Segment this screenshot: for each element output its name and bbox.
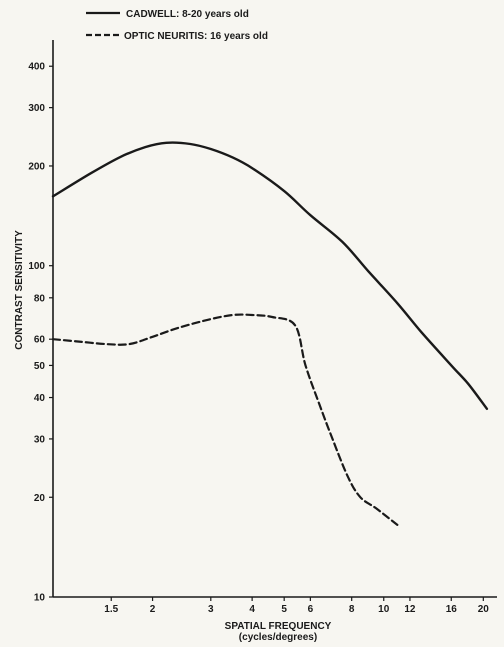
y-axis-title: CONTRAST SENSITIVITY (14, 230, 25, 350)
y-tick-label: 10 (34, 593, 46, 604)
legend-label-optic-neuritis: OPTIC NEURITIS: 16 years old (124, 31, 268, 42)
x-tick-label: 20 (478, 604, 490, 615)
x-tick-label: 1.5 (104, 604, 118, 615)
x-tick-label: 8 (349, 604, 355, 615)
legend-label-cadwell: CADWELL: 8-20 years old (126, 9, 249, 20)
x-tick-label: 4 (249, 604, 255, 615)
x-tick-label: 5 (281, 604, 287, 615)
x-axis-title: SPATIAL FREQUENCY (225, 621, 332, 632)
y-tick-label: 100 (28, 261, 45, 272)
x-tick-label: 12 (404, 604, 416, 615)
y-tick-label: 200 (28, 161, 45, 172)
x-axis-subtitle: (cycles/degrees) (239, 632, 317, 643)
series-line-optic-neuritis (51, 313, 399, 526)
y-tick-label: 40 (34, 393, 46, 404)
y-tick-label: 80 (34, 293, 46, 304)
y-tick-label: 400 (28, 62, 45, 73)
y-tick-label: 30 (34, 434, 46, 445)
y-tick-label: 60 (34, 335, 46, 346)
x-tick-label: 6 (308, 604, 314, 615)
x-tick-label: 10 (378, 604, 390, 615)
y-ticks: 10 20 30 40 50 60 80 100 200 300 400 (28, 62, 53, 604)
legend: CADWELL: 8-20 years old OPTIC NEURITIS: … (86, 9, 268, 42)
series-layer (51, 141, 489, 526)
y-tick-label: 20 (34, 493, 46, 504)
x-tick-label: 3 (208, 604, 214, 615)
series-line-cadwell (51, 141, 489, 410)
x-tick-label: 2 (150, 604, 156, 615)
y-tick-label: 300 (28, 103, 45, 114)
x-tick-label: 16 (446, 604, 458, 615)
x-ticks: 1.5 2 3 4 5 6 8 10 12 16 20 (104, 597, 489, 615)
y-tick-label: 50 (34, 361, 46, 372)
